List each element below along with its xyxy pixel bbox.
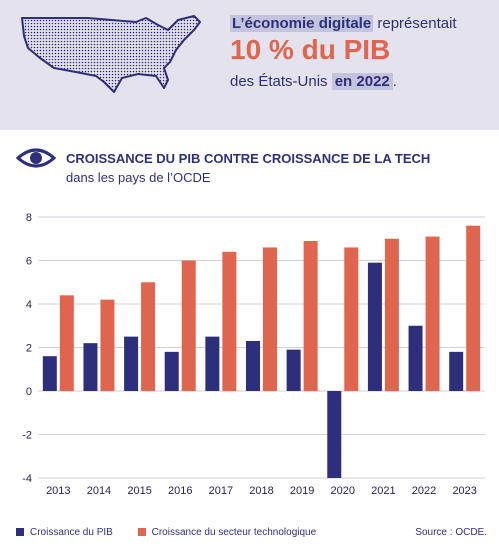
chart-legend: Croissance du PIB Croissance du secteur … — [16, 527, 338, 538]
chart-subtitle: dans les pays de l’OCDE — [66, 170, 211, 185]
y-tick-label: -2 — [22, 430, 32, 442]
legend-label-tech: Croissance du secteur technologique — [151, 527, 317, 538]
bar-pib — [286, 349, 301, 391]
legend-item-tech: Croissance du secteur technologique — [137, 527, 317, 538]
banner-big-figure: 10 % du PIB — [230, 34, 391, 65]
banner-line1-rest: représentait — [373, 15, 457, 32]
bar-tech — [59, 295, 74, 391]
banner-line3-text: des États-Unis — [230, 73, 332, 90]
bar-tech — [384, 238, 399, 391]
x-tick-label: 2020 — [331, 485, 355, 497]
y-tick-label: 2 — [26, 343, 32, 355]
banner-year-highlight: en 2022 — [331, 73, 393, 90]
x-tick-label: 2022 — [412, 485, 436, 497]
y-tick-label: 0 — [26, 386, 32, 398]
bar-tech — [466, 225, 481, 391]
banner-line1: L’économie digitale représentait — [230, 15, 457, 32]
banner: L’économie digitale représentait 10 % du… — [0, 0, 499, 130]
y-tick-label: -4 — [22, 473, 32, 485]
legend-swatch-pib — [16, 528, 24, 536]
x-tick-label: 2015 — [127, 485, 151, 497]
x-tick-label: 2013 — [46, 485, 70, 497]
bar-tech — [222, 251, 237, 391]
x-tick-label: 2021 — [371, 485, 395, 497]
banner-line3-end: . — [392, 73, 397, 90]
bar-pib — [42, 356, 57, 391]
eye-icon — [16, 148, 56, 168]
bar-pib — [367, 262, 382, 391]
x-tick-label: 2019 — [290, 485, 314, 497]
bar-pib — [449, 351, 464, 391]
bar-tech — [425, 236, 440, 391]
y-tick-label: 6 — [26, 256, 32, 268]
bar-tech — [263, 247, 277, 391]
x-tick-label: 2018 — [249, 485, 273, 497]
x-tick-label: 2016 — [168, 485, 192, 497]
source-note: Source : OCDE. — [415, 527, 487, 538]
bar-pib — [327, 391, 342, 478]
chart-bars — [42, 225, 481, 478]
bar-pib — [164, 351, 179, 391]
x-tick-label: 2014 — [87, 485, 111, 497]
bar-tech — [141, 282, 156, 391]
bar-pib — [408, 325, 423, 391]
x-tick-label: 2017 — [209, 485, 233, 497]
bar-pib — [246, 340, 260, 391]
y-tick-label: 8 — [26, 212, 32, 224]
usa-map-icon — [21, 15, 201, 93]
chart-title: CROISSANCE DU PIB CONTRE CROISSANCE DE L… — [66, 151, 431, 166]
bar-tech — [303, 240, 318, 391]
y-tick-label: 4 — [26, 299, 32, 311]
bar-pib — [205, 336, 220, 391]
legend-label-pib: Croissance du PIB — [30, 527, 113, 538]
x-tick-label: 2023 — [452, 485, 476, 497]
banner-line3: des États-Unis en 2022. — [230, 73, 397, 90]
x-axis-labels: 2013 2014 2015 2016 2017 2018 2019 2020 2021 2022… — [46, 485, 477, 497]
legend-swatch-tech — [137, 528, 146, 536]
bar-tech — [181, 260, 196, 391]
bar-pib — [83, 343, 98, 391]
bar-tech — [100, 299, 115, 391]
legend-item-pib: Croissance du PIB — [16, 527, 113, 538]
bar-pib — [124, 336, 139, 391]
banner-highlight: L’économie digitale — [230, 15, 374, 32]
bar-tech — [344, 247, 359, 391]
y-axis-labels: 8 6 4 2 0 -2 -4 — [22, 212, 32, 485]
